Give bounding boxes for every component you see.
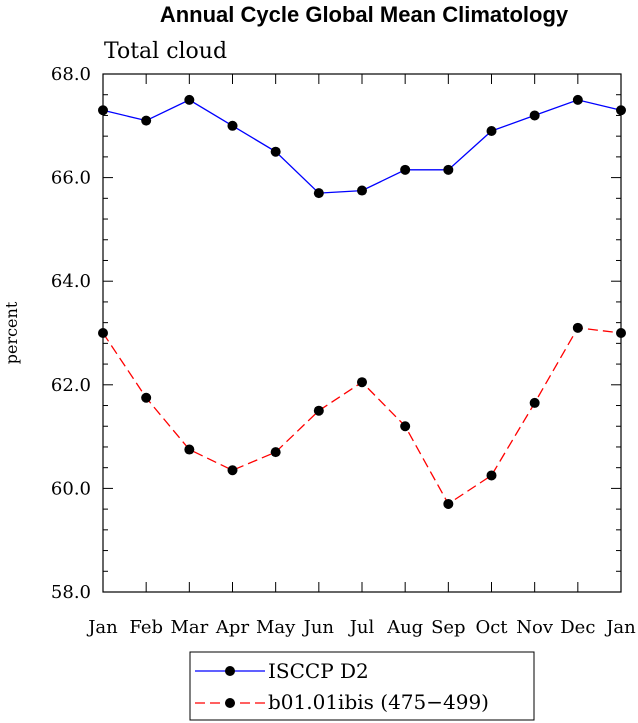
series-1-point bbox=[271, 447, 281, 457]
series-0-point bbox=[228, 121, 238, 131]
x-tick-label: Dec bbox=[560, 617, 595, 638]
series-1-point bbox=[98, 328, 108, 338]
x-tick-label: Mar bbox=[170, 617, 208, 638]
series-0-point bbox=[573, 95, 583, 105]
y-axis: 58.0 60.0 62.0 64.0 66.0 68.0 bbox=[51, 64, 621, 603]
y-tick-label: 66.0 bbox=[51, 168, 91, 189]
x-tick-label: Jun bbox=[302, 617, 335, 638]
legend-label-isccp: ISCCP D2 bbox=[268, 659, 369, 683]
x-tick-label: Jan bbox=[86, 617, 118, 638]
series-1-point bbox=[487, 470, 497, 480]
x-tick-label: Jan bbox=[604, 617, 636, 638]
series-1-point bbox=[314, 406, 324, 416]
x-tick-label: Sep bbox=[431, 617, 466, 638]
y-tick-label: 64.0 bbox=[51, 271, 91, 292]
series-0-point bbox=[271, 147, 281, 157]
series-0-point bbox=[141, 116, 151, 126]
x-axis: Jan Feb Mar Apr May Jun Jul Aug Sep Oct Nov Dec Jan bbox=[86, 74, 636, 638]
series-1-point bbox=[573, 323, 583, 333]
series-0-point bbox=[357, 186, 367, 196]
x-tick-label: Feb bbox=[129, 617, 163, 638]
series-0-point bbox=[616, 105, 626, 115]
x-tick-label: Apr bbox=[215, 617, 250, 638]
y-tick-label: 60.0 bbox=[51, 478, 91, 499]
series-line-1 bbox=[103, 328, 621, 504]
series-0-point bbox=[530, 110, 540, 120]
series-0-point bbox=[184, 95, 194, 105]
legend-label-model: b01.01ibis (475−499) bbox=[268, 690, 489, 714]
series-1-point bbox=[228, 465, 238, 475]
y-tick-label: 58.0 bbox=[51, 582, 91, 603]
legend-marker-model bbox=[225, 698, 235, 708]
series-1-point bbox=[530, 398, 540, 408]
series-1-point bbox=[400, 421, 410, 431]
x-tick-label: Oct bbox=[475, 617, 508, 638]
series-1-point bbox=[616, 328, 626, 338]
series-layer bbox=[98, 95, 626, 509]
series-1-point bbox=[184, 445, 194, 455]
x-tick-label: May bbox=[256, 617, 296, 638]
y-tick-label: 62.0 bbox=[51, 375, 91, 396]
series-0-point bbox=[443, 165, 453, 175]
y-axis-label: percent bbox=[2, 301, 21, 364]
x-tick-label: Nov bbox=[516, 617, 554, 638]
y-tick-label: 68.0 bbox=[51, 64, 91, 85]
series-0-point bbox=[98, 105, 108, 115]
plot-frame bbox=[103, 74, 621, 592]
x-tick-label: Jul bbox=[348, 617, 375, 638]
chart-title: Annual Cycle Global Mean Climatology bbox=[160, 2, 569, 27]
series-0-point bbox=[487, 126, 497, 136]
legend: ISCCP D2 b01.01ibis (475−499) bbox=[190, 652, 534, 720]
chart-subtitle: Total cloud bbox=[104, 39, 227, 64]
series-0-point bbox=[400, 165, 410, 175]
series-line-0 bbox=[103, 100, 621, 193]
series-1-point bbox=[141, 393, 151, 403]
series-1-point bbox=[443, 499, 453, 509]
x-tick-label: Aug bbox=[386, 617, 423, 638]
series-1-point bbox=[357, 377, 367, 387]
legend-marker-isccp bbox=[225, 666, 235, 676]
series-0-point bbox=[314, 188, 324, 198]
